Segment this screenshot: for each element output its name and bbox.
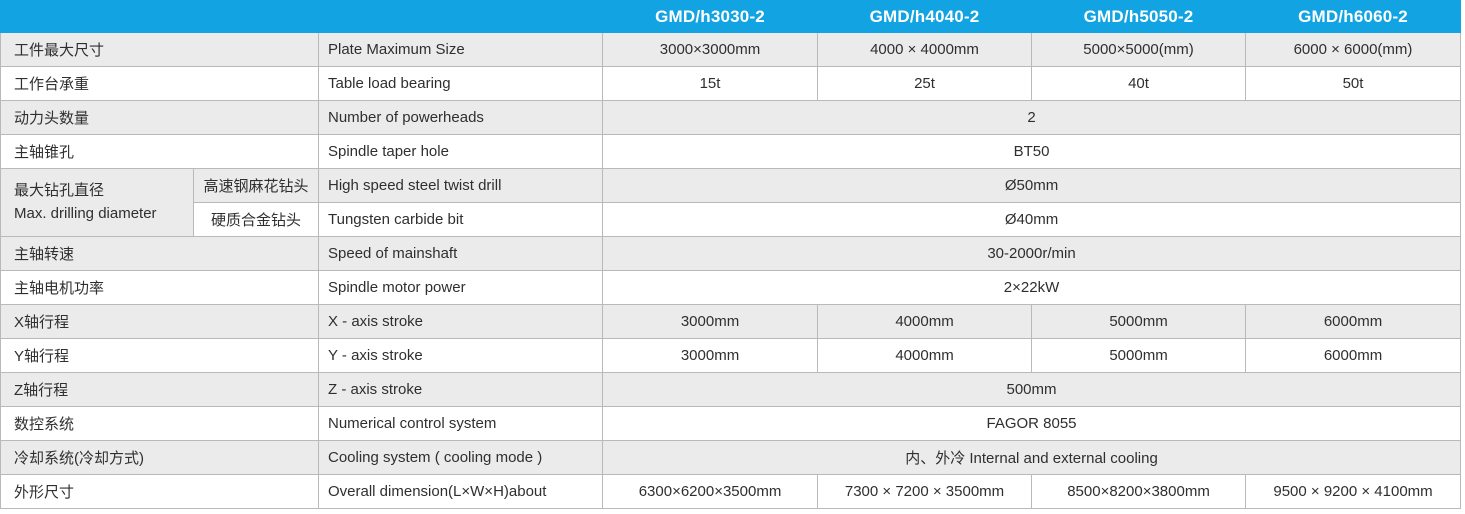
row-label-en: Y - axis stroke	[317, 338, 604, 373]
row-label-en: Numerical control system	[317, 406, 604, 441]
spec-value: 15t	[602, 66, 819, 101]
group-label-en: Max. drilling diameter	[14, 204, 157, 222]
spec-value: 40t	[1031, 66, 1247, 101]
row-label-cn: 主轴电机功率	[0, 270, 319, 305]
spec-value: Ø40mm	[602, 202, 1462, 237]
table-row: 主轴锥孔 Spindle taper hole BT50	[0, 134, 1462, 169]
spec-value: 7300 × 7200 × 3500mm	[817, 474, 1033, 509]
row-label-cn: 工作台承重	[0, 66, 319, 101]
table-row: 工件最大尺寸 Plate Maximum Size 3000×3000mm 40…	[0, 32, 1462, 67]
spec-value: 6300×6200×3500mm	[602, 474, 819, 509]
row-label-cn: 冷却系统(冷却方式)	[0, 440, 319, 475]
spec-value: 6000mm	[1245, 338, 1462, 373]
row-label-en: Plate Maximum Size	[317, 32, 604, 67]
spec-value: 4000mm	[817, 304, 1033, 339]
spec-value: 500mm	[602, 372, 1462, 407]
table-row: Z轴行程 Z - axis stroke 500mm	[0, 372, 1462, 407]
row-label-en: Spindle taper hole	[317, 134, 604, 169]
row-label-en: Tungsten carbide bit	[317, 202, 604, 237]
spec-value: 50t	[1245, 66, 1462, 101]
header-empty-cell	[0, 0, 604, 33]
row-label-en: Z - axis stroke	[317, 372, 604, 407]
row-label-cn: 主轴锥孔	[0, 134, 319, 169]
row-label-cn: 工件最大尺寸	[0, 32, 319, 67]
model-header-h4040: GMD/h4040-2	[817, 0, 1033, 33]
spec-value: FAGOR 8055	[602, 406, 1462, 441]
row-sublabel-cn: 高速钢麻花钻头	[193, 168, 319, 203]
spec-value: 4000mm	[817, 338, 1033, 373]
spec-value: 4000 × 4000mm	[817, 32, 1033, 67]
spec-value: 6000 × 6000(mm)	[1245, 32, 1462, 67]
spec-value: 内、外冷 Internal and external cooling	[602, 440, 1462, 475]
spec-value: 9500 × 9200 × 4100mm	[1245, 474, 1462, 509]
spec-value: 8500×8200×3800mm	[1031, 474, 1247, 509]
row-label-cn: 数控系统	[0, 406, 319, 441]
row-label-en: Overall dimension(L×W×H)about	[317, 474, 604, 509]
table-row: X轴行程 X - axis stroke 3000mm 4000mm 5000m…	[0, 304, 1462, 339]
spec-value: 2×22kW	[602, 270, 1462, 305]
row-label-en: Speed of mainshaft	[317, 236, 604, 271]
table-row: 主轴转速 Speed of mainshaft 30-2000r/min	[0, 236, 1462, 271]
row-label-en: Table load bearing	[317, 66, 604, 101]
row-label-en: X - axis stroke	[317, 304, 604, 339]
row-label-cn: Y轴行程	[0, 338, 319, 373]
spec-value: 3000×3000mm	[602, 32, 819, 67]
row-label-en: High speed steel twist drill	[317, 168, 604, 203]
table-row: 工作台承重 Table load bearing 15t 25t 40t 50t	[0, 66, 1462, 101]
spec-value: 30-2000r/min	[602, 236, 1462, 271]
model-header-h3030: GMD/h3030-2	[602, 0, 819, 33]
table-header-row: GMD/h3030-2 GMD/h4040-2 GMD/h5050-2 GMD/…	[0, 0, 1462, 33]
group-label-cn: 最大钻孔直径	[14, 182, 105, 199]
row-label-group: 最大钻孔直径 Max. drilling diameter	[0, 168, 194, 237]
row-label-en: Number of powerheads	[317, 100, 604, 135]
row-label-cn: 主轴转速	[0, 236, 319, 271]
spec-value: 5000mm	[1031, 304, 1247, 339]
spec-value: 3000mm	[602, 338, 819, 373]
table-row: Y轴行程 Y - axis stroke 3000mm 4000mm 5000m…	[0, 338, 1462, 373]
spec-value: Ø50mm	[602, 168, 1462, 203]
table-row: 最大钻孔直径 Max. drilling diameter 高速钢麻花钻头 Hi…	[0, 168, 1462, 237]
model-header-h5050: GMD/h5050-2	[1031, 0, 1247, 33]
table-row: 硬质合金钻头 Tungsten carbide bit Ø40mm	[1, 202, 1462, 237]
row-label-en: Spindle motor power	[317, 270, 604, 305]
model-header-h6060: GMD/h6060-2	[1245, 0, 1462, 33]
row-label-cn: Z轴行程	[0, 372, 319, 407]
row-label-cn: X轴行程	[0, 304, 319, 339]
spec-value: 5000×5000(mm)	[1031, 32, 1247, 67]
table-row: 动力头数量 Number of powerheads 2	[0, 100, 1462, 135]
row-sublabel-cn: 硬质合金钻头	[193, 202, 319, 237]
table-row: 外形尺寸 Overall dimension(L×W×H)about 6300×…	[0, 474, 1462, 509]
table-row: 主轴电机功率 Spindle motor power 2×22kW	[0, 270, 1462, 305]
spec-value: 2	[602, 100, 1462, 135]
table-row: 冷却系统(冷却方式) Cooling system ( cooling mode…	[0, 440, 1462, 475]
row-label-en: Cooling system ( cooling mode )	[317, 440, 604, 475]
table-row: 数控系统 Numerical control system FAGOR 8055	[0, 406, 1462, 441]
spec-value: 25t	[817, 66, 1033, 101]
spec-value: BT50	[602, 134, 1462, 169]
spec-value: 3000mm	[602, 304, 819, 339]
spec-value: 6000mm	[1245, 304, 1462, 339]
row-label-cn: 动力头数量	[0, 100, 319, 135]
row-label-cn: 外形尺寸	[0, 474, 319, 509]
spec-value: 5000mm	[1031, 338, 1247, 373]
